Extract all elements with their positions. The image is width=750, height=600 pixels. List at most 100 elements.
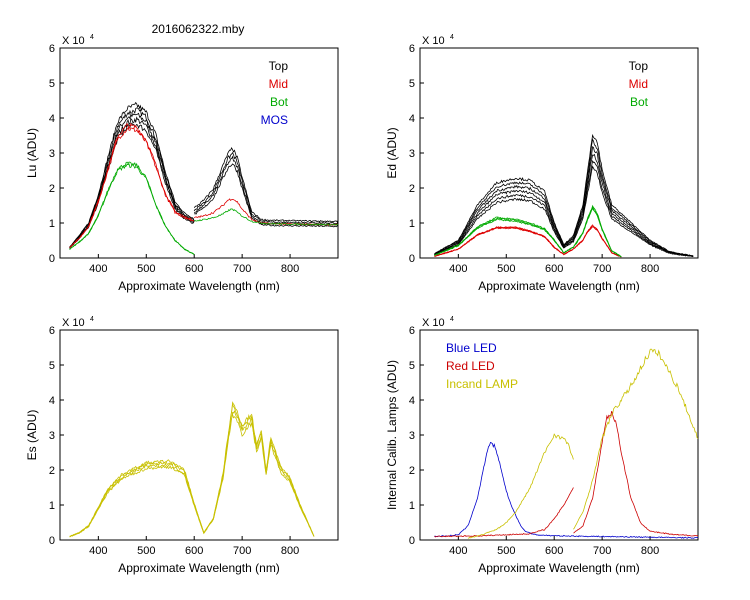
legend-entry: Mid [269, 77, 288, 91]
series-line-top [434, 146, 694, 257]
y-tick-label: 4 [49, 113, 55, 125]
y-tick-label: 4 [49, 395, 55, 407]
y-tick-label: 1 [49, 218, 55, 230]
legend-entry: Top [269, 59, 289, 73]
x-tick-label: 700 [233, 263, 251, 275]
panel-lu: 400 500 600 700 800 0 1 2 3 4 5 6 X 10 4 Approximate W… [25, 34, 339, 293]
plot-frame [59, 329, 339, 541]
legend-entry: Bot [270, 95, 289, 109]
x-tick-label: 500 [497, 263, 515, 275]
legend-entry: MOS [261, 113, 288, 127]
y-tick-label: 2 [409, 183, 415, 195]
x-tick-label: 600 [185, 263, 203, 275]
x-tick-label: 700 [593, 545, 611, 557]
y-tick-label: 0 [409, 253, 415, 265]
plot-frame [419, 47, 699, 259]
y-tick-label: 2 [49, 465, 55, 477]
series-line-bot [69, 161, 195, 255]
legend-entry: Red LED [446, 359, 495, 373]
series-line-bot [434, 204, 622, 257]
x-tick-label: 800 [641, 545, 659, 557]
x-tick-label: 500 [137, 545, 155, 557]
y-tick-label: 0 [49, 253, 55, 265]
series-line-top [69, 112, 195, 249]
y-tick-label: 2 [49, 183, 55, 195]
y-exponent-power: 4 [90, 316, 94, 323]
x-tick-label: 400 [89, 263, 107, 275]
y-axis-label: Internal Calib. Lamps (ADU) [385, 360, 399, 510]
x-tick-label: 400 [89, 545, 107, 557]
x-tick-label: 800 [641, 263, 659, 275]
y-exponent-power: 4 [450, 34, 454, 41]
series-line-top [434, 138, 694, 257]
x-tick-label: 600 [545, 545, 563, 557]
y-tick-label: 6 [409, 43, 415, 55]
y-tick-label: 5 [409, 78, 415, 90]
series-line-top [434, 153, 694, 257]
x-tick-label: 600 [545, 263, 563, 275]
series-line-es [69, 401, 315, 537]
x-tick-label: 700 [593, 263, 611, 275]
legend-entry: Blue LED [446, 341, 497, 355]
y-axis-label: Es (ADU) [25, 410, 39, 461]
y-axis-label: Ed (ADU) [385, 127, 399, 178]
x-axis-label: Approximate Wavelength (nm) [118, 561, 280, 575]
y-exponent-base: X 10 [62, 317, 85, 329]
legend-entry: Incand LAMP [446, 377, 518, 391]
y-tick-label: 0 [49, 535, 55, 547]
panel-ed: 400 500 600 700 800 0 1 2 3 4 5 6 X 10 4 Approximate W… [385, 34, 699, 293]
series-line-mid [434, 224, 622, 258]
x-tick-label: 500 [137, 263, 155, 275]
x-tick-label: 400 [449, 263, 467, 275]
y-tick-label: 5 [49, 360, 55, 372]
y-tick-label: 1 [49, 500, 55, 512]
x-axis-label: Approximate Wavelength (nm) [478, 279, 640, 293]
legend-entry: Bot [630, 95, 649, 109]
x-tick-label: 600 [185, 545, 203, 557]
y-exponent-base: X 10 [422, 317, 445, 329]
y-tick-label: 6 [409, 325, 415, 337]
y-tick-label: 3 [49, 430, 55, 442]
series-line-incand-lamp-low- [467, 433, 574, 539]
y-axis-label: Lu (ADU) [25, 128, 39, 178]
series-line-top [434, 165, 694, 258]
x-tick-label: 800 [281, 545, 299, 557]
y-tick-label: 1 [409, 500, 415, 512]
y-tick-label: 4 [409, 395, 415, 407]
series-line-blue-led [434, 441, 699, 539]
series-line-es [69, 412, 315, 538]
y-tick-label: 5 [409, 360, 415, 372]
series-line-top [69, 101, 195, 248]
series-line-incand-lamp [573, 348, 699, 530]
x-axis-label: Approximate Wavelength (nm) [118, 279, 280, 293]
legend-entry: Top [629, 59, 649, 73]
series-line-top-red-band- [193, 146, 339, 225]
y-exponent-power: 4 [90, 34, 94, 41]
x-axis-label: Approximate Wavelength (nm) [478, 561, 640, 575]
y-exponent-base: X 10 [62, 35, 85, 47]
y-tick-label: 1 [409, 218, 415, 230]
y-exponent-base: X 10 [422, 35, 445, 47]
x-tick-label: 800 [281, 263, 299, 275]
y-tick-label: 5 [49, 78, 55, 90]
y-tick-label: 3 [49, 148, 55, 160]
legend-entry: Mid [629, 77, 648, 91]
y-tick-label: 0 [409, 535, 415, 547]
x-tick-label: 500 [497, 545, 515, 557]
figure-title: 2016062322.mby [152, 22, 245, 36]
series-line-top-red-band- [194, 163, 339, 228]
y-tick-label: 6 [49, 43, 55, 55]
series-line-red-led [573, 411, 699, 537]
y-tick-label: 3 [409, 148, 415, 160]
x-tick-label: 400 [449, 545, 467, 557]
plot-frame [59, 47, 339, 259]
series-line-top [434, 133, 694, 257]
panel-es: 400 500 600 700 800 0 1 2 3 4 5 6 X 10 4 Approximate W… [25, 316, 339, 575]
y-tick-label: 2 [409, 465, 415, 477]
y-exponent-power: 4 [450, 316, 454, 323]
y-tick-label: 4 [409, 113, 415, 125]
y-tick-label: 3 [409, 430, 415, 442]
series-line-mid [69, 122, 195, 248]
x-tick-label: 700 [233, 545, 251, 557]
